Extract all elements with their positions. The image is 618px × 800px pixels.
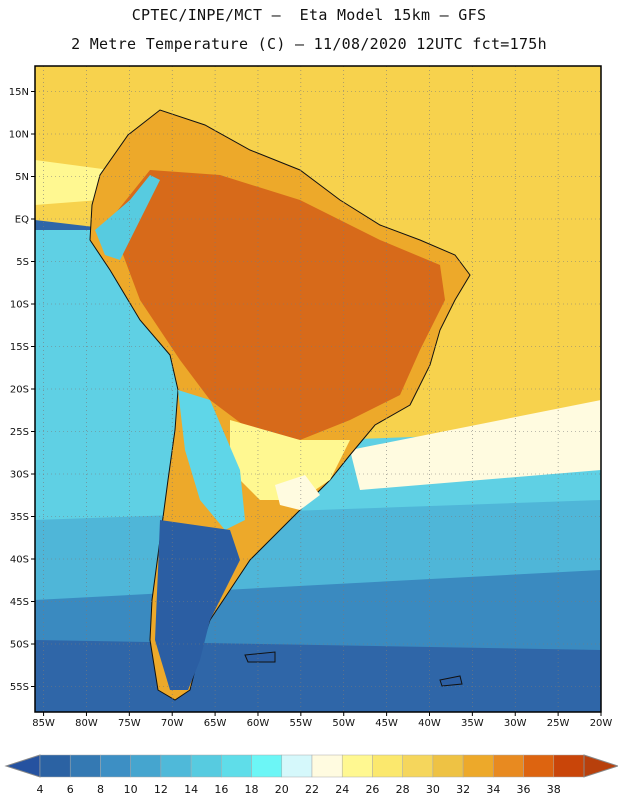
colorbar-label: 16 [214, 783, 229, 796]
lat-tick-label: 5S [16, 257, 29, 268]
ocean-yellow-band [35, 160, 110, 205]
colorbar-label: 22 [305, 783, 319, 796]
lon-tick-label: 65W [204, 718, 227, 729]
lon-tick-label: 40W [418, 718, 441, 729]
colorbar-label: 36 [516, 783, 531, 796]
colorbar-swatch [493, 754, 524, 778]
lon-tick-label: 30W [504, 718, 527, 729]
colorbar-swatch [523, 754, 555, 778]
colorbar-label: 18 [244, 783, 259, 796]
colorbar-swatch [402, 754, 434, 778]
colorbar-over-arrow [583, 754, 618, 778]
colorbar-label: 24 [335, 783, 350, 796]
lat-tick-label: EQ [15, 215, 29, 226]
colorbar-label: 32 [456, 783, 471, 796]
patagonia-cold [155, 520, 240, 690]
andes-cold-south [178, 390, 245, 530]
colorbar-label: 4 [36, 783, 44, 796]
lon-tick-label: 20W [590, 718, 613, 729]
lon-tick-label: 70W [161, 718, 184, 729]
colorbar-label: 20 [274, 783, 289, 796]
colorbar-swatch [372, 754, 403, 778]
colorbar-label: 30 [425, 783, 440, 796]
lon-tick-label: 85W [32, 718, 55, 729]
ocean-pale-band [350, 400, 601, 490]
colorbar-swatch [311, 754, 343, 778]
lon-tick-label: 45W [375, 718, 398, 729]
colorbar-label: 26 [365, 783, 380, 796]
lat-tick-label: 25S [10, 427, 29, 438]
lat-tick-label: 40S [10, 555, 29, 566]
map-title-line-1: CPTEC/INPE/MCT – Eta Model 15km – GFS [131, 6, 487, 24]
lat-tick-label: 20S [10, 385, 29, 396]
colorbar-label: 14 [184, 783, 199, 796]
land-pale-patch [275, 475, 320, 510]
colorbar-swatch [39, 754, 71, 778]
colorbar-swatch [553, 754, 585, 778]
colorbar-swatch [251, 754, 283, 778]
colorbar-swatch [281, 754, 313, 778]
colorbar-swatch [100, 754, 131, 778]
lat-tick-label: 5N [15, 172, 29, 183]
lon-tick-label: 50W [332, 718, 355, 729]
land-temperate-south [230, 420, 350, 500]
colorbar-label: 38 [546, 783, 561, 796]
south-georgia [439, 675, 463, 687]
lat-tick-label: 10N [9, 130, 29, 141]
longitude-axis: 85W 80W 75W 70W 65W 60W 55W 50W 45W 40W 35W 30W 25W 2… [32, 712, 612, 729]
lat-tick-label: 15N [9, 87, 29, 98]
lon-tick-label: 55W [290, 718, 313, 729]
colorbar-swatch [190, 754, 222, 778]
lat-tick-label: 30S [10, 470, 29, 481]
lon-tick-label: 35W [461, 718, 484, 729]
colorbar-swatch [160, 754, 192, 778]
lat-tick-label: 55S [10, 682, 29, 693]
colorbar-label: 34 [486, 783, 501, 796]
colorbar-label: 8 [96, 783, 104, 796]
lat-tick-label: 45S [10, 597, 29, 608]
colorbar-swatch [432, 754, 464, 778]
colorbar-label: 12 [153, 783, 168, 796]
land-hot-interior [110, 170, 445, 440]
lat-tick-label: 50S [10, 640, 29, 651]
colorbar-label: 28 [395, 783, 410, 796]
colorbar-swatch [341, 754, 373, 778]
colorbar-label: 10 [123, 783, 138, 796]
lat-tick-label: 15S [10, 342, 29, 353]
latitude-axis: 15N 10N 5N EQ 5S 10S 15S 20S 25S 30S 35S 40S 45S 50S 5… [9, 87, 35, 693]
lat-tick-label: 10S [10, 300, 29, 311]
andes-cold [95, 175, 160, 260]
colorbar-under-arrow [4, 754, 41, 778]
colorbar-swatch [221, 754, 252, 778]
map-title-line-2: 2 Metre Temperature (C) – 11/08/2020 12U… [71, 35, 547, 53]
colorbar-swatch [462, 754, 494, 778]
falkland-islands [244, 651, 276, 663]
lon-tick-label: 60W [247, 718, 270, 729]
colorbar-swatch [130, 754, 162, 778]
lon-tick-label: 25W [547, 718, 570, 729]
colorbar-swatch [69, 754, 101, 778]
lat-tick-label: 35S [10, 512, 29, 523]
colorbar [4, 754, 618, 778]
colorbar-label: 6 [66, 783, 74, 796]
lon-tick-label: 75W [118, 718, 141, 729]
lon-tick-label: 80W [75, 718, 98, 729]
